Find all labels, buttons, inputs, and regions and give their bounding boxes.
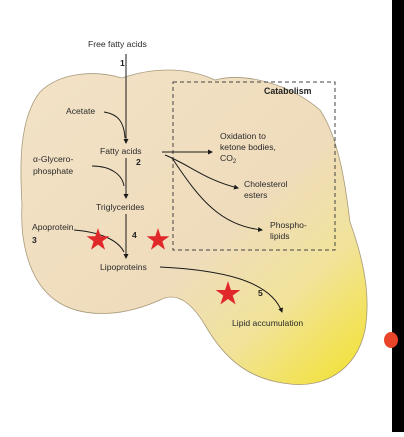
phospholipids-label: Phospho- lipids bbox=[270, 220, 309, 241]
free-fatty-acids-label: Free fatty acids bbox=[88, 39, 147, 49]
apoprotein-label: Apoprotein bbox=[32, 222, 74, 232]
cell-outline bbox=[20, 69, 368, 385]
step-5-number: 5 bbox=[258, 288, 263, 298]
glycerophosphate-label: α-Glycero- phosphate bbox=[33, 154, 76, 176]
oxidation-label: Oxidation to ketone bodies, CO2 bbox=[220, 131, 278, 165]
step-4-number: 4 bbox=[132, 230, 137, 240]
star-icon bbox=[86, 228, 110, 250]
right-edge-bar bbox=[392, 0, 404, 432]
arrow-acetate bbox=[103, 111, 126, 139]
cholesterol-label: Cholesterol esters bbox=[244, 179, 290, 200]
step-2-number: 2 bbox=[136, 157, 141, 167]
step-3-number: 3 bbox=[32, 235, 37, 245]
catabolism-box bbox=[172, 81, 336, 251]
arrow-to-lipid-accumulation bbox=[159, 266, 283, 313]
star-icon bbox=[146, 228, 170, 250]
pointer-dot-icon bbox=[384, 332, 398, 348]
catabolism-title: Catabolism bbox=[264, 86, 312, 96]
lipoproteins-label: Lipoproteins bbox=[100, 262, 147, 272]
star-icon bbox=[215, 281, 241, 305]
acetate-label: Acetate bbox=[66, 106, 95, 116]
arrow-to-phospholipids bbox=[171, 157, 263, 233]
fatty-acids-label: Fatty acids bbox=[100, 146, 142, 156]
arrow-glycerophosphate bbox=[91, 165, 125, 187]
lipid-accumulation-label: Lipid accumulation bbox=[232, 318, 303, 328]
triglycerides-label: Triglycerides bbox=[96, 202, 144, 212]
step-1-number: 1 bbox=[120, 58, 125, 68]
